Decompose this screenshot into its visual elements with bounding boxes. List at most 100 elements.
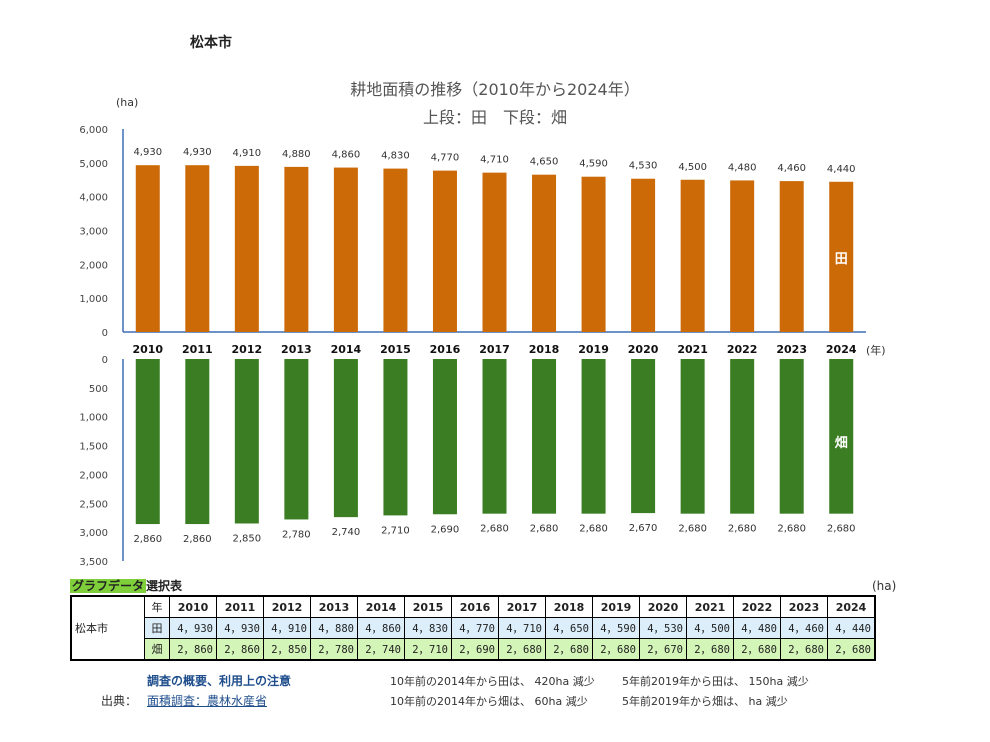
field-data-label: 2,680: [827, 524, 856, 535]
field-data-label: 2,690: [431, 524, 460, 535]
table-year-header: 2019: [592, 595, 640, 618]
paddy-series-label: 田: [835, 252, 848, 267]
table-year-header: 2023: [780, 595, 828, 618]
paddy-data-label: 4,460: [777, 163, 806, 174]
paddy-bar: [185, 165, 210, 332]
table-year-header: 2017: [498, 595, 546, 618]
upper-tick-label: 4,000: [79, 193, 108, 204]
field-bar: [829, 359, 854, 514]
field-data-label: 2,860: [133, 534, 162, 545]
upper-tick-label: 5,000: [79, 159, 108, 170]
table-cell-field: 2，670: [639, 638, 687, 661]
paddy-data-label: 4,440: [827, 164, 856, 175]
paddy-bar: [135, 165, 160, 332]
table-cell-paddy: 4，460: [780, 617, 828, 639]
upper-tick-label: 6,000: [79, 125, 108, 136]
year-label: 2022: [727, 343, 758, 356]
paddy-data-label: 4,710: [480, 155, 509, 166]
year-label: 2024: [826, 343, 857, 356]
survey-notes-link[interactable]: 調査の概要、利用上の注意: [147, 674, 292, 688]
field-bar: [333, 359, 358, 518]
table-cell-paddy: 4，440: [827, 617, 876, 639]
table-cell-paddy: 4，500: [686, 617, 734, 639]
heading-highlight: グラフデータ: [70, 579, 147, 593]
table-year-header: 2012: [263, 595, 311, 618]
table-cell-paddy: 4，860: [357, 617, 405, 639]
paddy-bar: [631, 178, 656, 332]
field-data-label: 2,680: [777, 524, 806, 535]
table-header-row: 松本市 年 2010 2011 2012 2013 2014 2015 2016 2017 20…: [70, 595, 876, 661]
paddy-bar: [581, 176, 606, 332]
lower-tick-label: 3,000: [79, 528, 108, 539]
table-year-header: 2016: [451, 595, 499, 618]
lower-tick-label: 2,000: [79, 470, 108, 481]
year-label: 2013: [281, 343, 312, 356]
paddy-bar: [383, 168, 408, 332]
paddy-bar: [284, 166, 309, 332]
field-series-label: 畑: [835, 436, 848, 451]
year-label: 2023: [776, 343, 807, 356]
table-cell-paddy: 4，650: [545, 617, 593, 639]
paddy-data-label: 4,530: [629, 161, 658, 172]
paddy-data-label: 4,650: [530, 157, 559, 168]
table-cell-paddy: 4，930: [169, 617, 217, 639]
field-bar: [581, 359, 606, 514]
table-year-header: 2024: [827, 595, 876, 618]
source-label: 出典：: [101, 694, 138, 708]
field-bar: [680, 359, 705, 514]
upper-tick-label: 2,000: [79, 260, 108, 271]
paddy-data-label: 4,930: [133, 147, 162, 158]
table-cell-paddy: 4，830: [404, 617, 452, 639]
table-cell-field: 2，680: [686, 638, 734, 661]
paddy-data-label: 4,880: [282, 149, 311, 160]
table-year-header: 2015: [404, 595, 452, 618]
field-bar: [482, 359, 507, 514]
table-year-header: 2014: [357, 595, 405, 618]
field-data-label: 2,680: [530, 524, 559, 535]
field-bar: [383, 359, 408, 516]
note-10yr-paddy: 10年前の2014年から田は、 420ha 減少: [390, 675, 595, 688]
note-5yr-paddy: 5年前2019年から田は、 150ha 減少: [622, 675, 809, 688]
table-year-header: 2020: [639, 595, 687, 618]
table-cell-field: 2，690: [451, 638, 499, 661]
table-city-cell: 松本市: [70, 595, 145, 661]
paddy-bar: [779, 181, 804, 332]
paddy-data-label: 4,590: [579, 159, 608, 170]
row-label-paddy: 田: [144, 617, 170, 639]
paddy-data-label: 4,770: [431, 153, 460, 164]
field-data-label: 2,860: [183, 534, 212, 545]
table-year-header: 2011: [216, 595, 264, 618]
source-link[interactable]: 面積調査：農林水産省: [147, 694, 268, 708]
field-data-label: 2,780: [282, 529, 311, 540]
table-cell-field: 2，680: [498, 638, 546, 661]
paddy-bar: [680, 179, 705, 332]
table-cell-field: 2，740: [357, 638, 405, 661]
table-year-header: 2021: [686, 595, 734, 618]
year-label: 2019: [578, 343, 609, 356]
lower-tick-label: 1,000: [79, 413, 108, 424]
field-data-label: 2,740: [332, 527, 361, 538]
field-bar: [234, 359, 259, 524]
year-label: 2015: [380, 343, 411, 356]
row-label-field: 畑: [144, 638, 170, 661]
lower-tick-label: 500: [89, 384, 108, 395]
data-table-heading: グラフデータ 選択表: [70, 577, 182, 594]
note-5yr-field: 5年前2019年から畑は、 ha 減少: [622, 695, 788, 708]
table-cell-paddy: 4，770: [451, 617, 499, 639]
table-cell-paddy: 4，480: [733, 617, 781, 639]
year-label: 2014: [331, 343, 362, 356]
heading-rest: 選択表: [146, 579, 183, 593]
table-cell-field: 2，680: [733, 638, 781, 661]
upper-tick-label: 3,000: [79, 227, 108, 238]
year-label: 2020: [628, 343, 659, 356]
paddy-data-label: 4,480: [728, 162, 757, 173]
field-bar: [779, 359, 804, 514]
year-label: 2021: [677, 343, 708, 356]
paddy-bar: [730, 180, 755, 332]
field-data-label: 2,680: [728, 524, 757, 535]
field-data-label: 2,680: [579, 524, 608, 535]
paddy-bar: [482, 172, 507, 332]
paddy-data-label: 4,860: [332, 150, 361, 161]
table-year-label: 年: [144, 595, 170, 618]
table-cell-field: 2，680: [545, 638, 593, 661]
